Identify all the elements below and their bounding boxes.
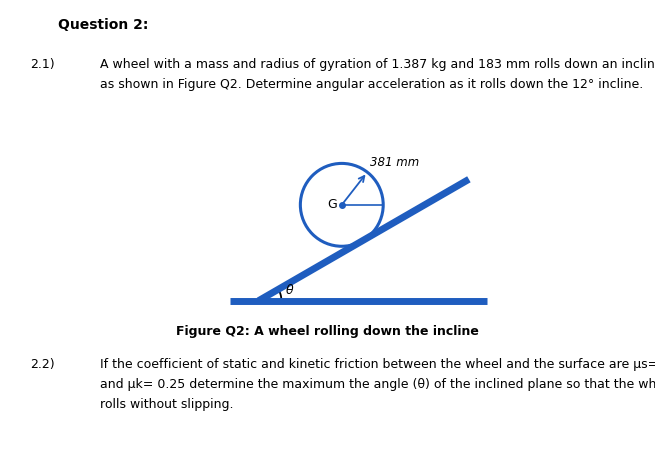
Text: 2.1): 2.1)	[30, 58, 54, 71]
Text: θ: θ	[286, 284, 293, 297]
Text: G: G	[327, 198, 337, 211]
Text: If the coefficient of static and kinetic friction between the wheel and the surf: If the coefficient of static and kinetic…	[100, 358, 655, 371]
Text: 381 mm: 381 mm	[369, 156, 419, 169]
Text: rolls without slipping.: rolls without slipping.	[100, 398, 233, 411]
Text: 2.2): 2.2)	[30, 358, 54, 371]
Text: Figure Q2: A wheel rolling down the incline: Figure Q2: A wheel rolling down the incl…	[176, 325, 479, 338]
Text: and μk= 0.25 determine the maximum the angle (θ) of the inclined plane so that t: and μk= 0.25 determine the maximum the a…	[100, 378, 655, 391]
Text: as shown in Figure Q2. Determine angular acceleration as it rolls down the 12° i: as shown in Figure Q2. Determine angular…	[100, 78, 643, 91]
Text: A wheel with a mass and radius of gyration of 1.387 kg and 183 mm rolls down an : A wheel with a mass and radius of gyrati…	[100, 58, 655, 71]
Text: Question 2:: Question 2:	[58, 18, 149, 32]
